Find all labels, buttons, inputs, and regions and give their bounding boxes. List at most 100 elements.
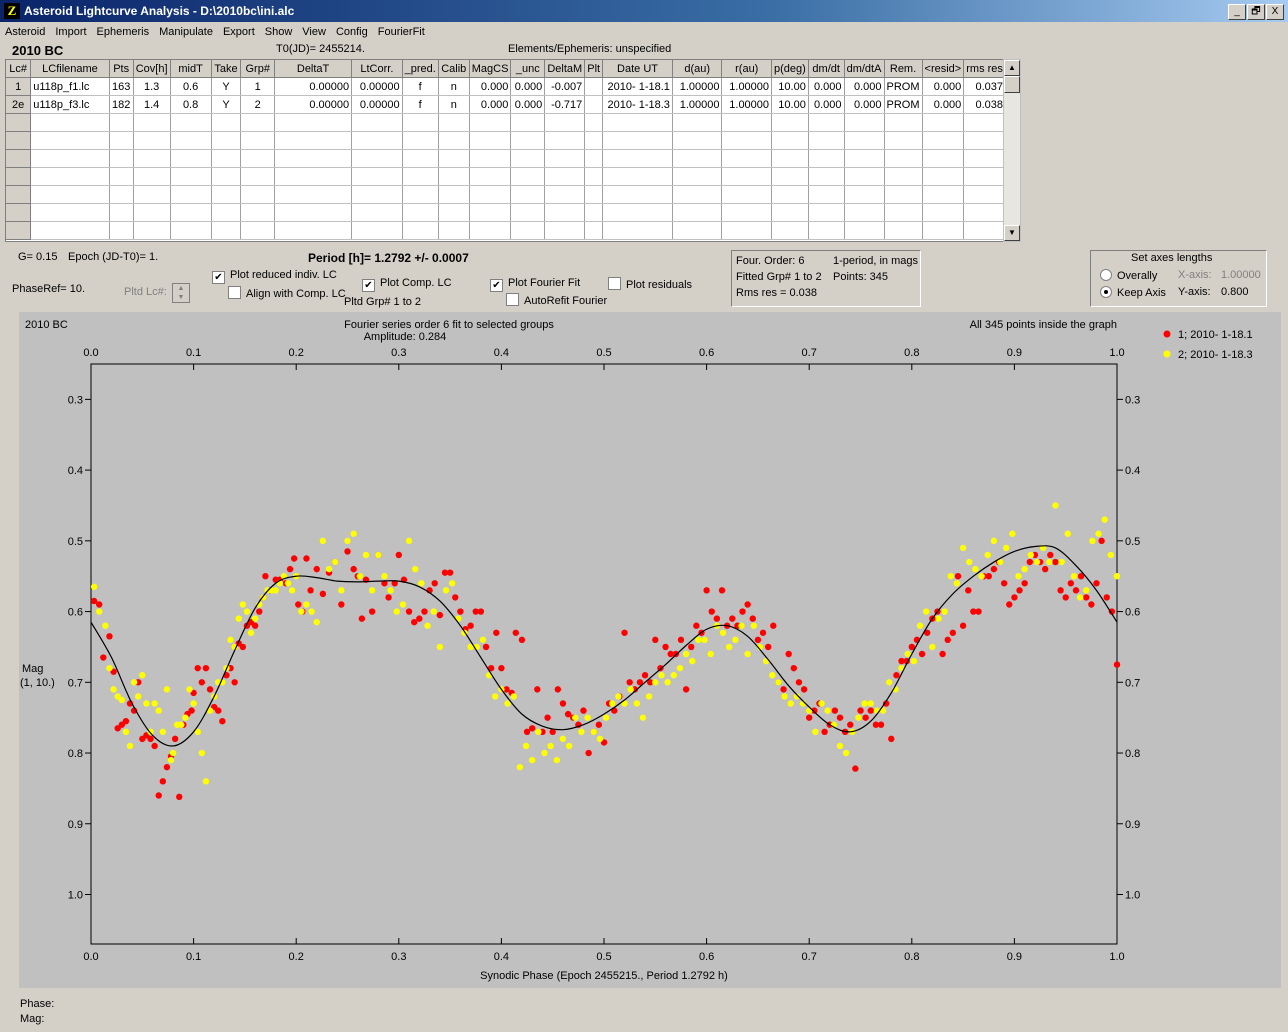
empty-table-row[interactable] <box>6 185 1006 204</box>
table-cell[interactable] <box>274 185 353 204</box>
table-cell[interactable] <box>544 221 586 240</box>
close-button[interactable]: X <box>1266 4 1284 20</box>
table-cell[interactable] <box>469 221 512 240</box>
table-cell[interactable]: 0.000 <box>510 77 546 96</box>
table-cell[interactable]: 0.000 <box>469 77 512 96</box>
table-cell[interactable] <box>544 203 586 222</box>
table-cell[interactable] <box>438 221 470 240</box>
table-cell[interactable] <box>844 149 885 168</box>
table-cell[interactable] <box>438 167 470 186</box>
table-cell[interactable]: f <box>402 95 439 114</box>
table-cell[interactable] <box>672 113 723 132</box>
table-cell[interactable] <box>544 113 586 132</box>
table-cell[interactable] <box>469 185 512 204</box>
minimize-button[interactable]: _ <box>1228 4 1246 20</box>
table-cell[interactable] <box>584 77 604 96</box>
table-cell[interactable] <box>771 167 809 186</box>
column-header[interactable]: r(au) <box>721 60 773 78</box>
column-header[interactable]: midT <box>170 60 212 78</box>
column-header[interactable]: d(au) <box>672 60 723 78</box>
table-cell[interactable] <box>672 149 723 168</box>
table-cell[interactable] <box>351 149 403 168</box>
table-cell[interactable]: 1.00000 <box>672 95 723 114</box>
table-cell[interactable]: 1.00000 <box>721 77 773 96</box>
table-cell[interactable] <box>884 221 923 240</box>
table-cell[interactable] <box>672 167 723 186</box>
table-cell[interactable] <box>672 221 723 240</box>
column-header[interactable]: dm/dt <box>808 60 845 78</box>
table-cell[interactable] <box>133 203 171 222</box>
table-cell[interactable]: 0.000 <box>922 77 965 96</box>
table-cell[interactable] <box>602 221 673 240</box>
table-cell[interactable] <box>721 113 773 132</box>
row-header[interactable] <box>6 203 32 222</box>
menu-manipulate[interactable]: Manipulate <box>159 26 213 38</box>
table-cell[interactable] <box>30 221 110 240</box>
table-cell[interactable] <box>211 149 242 168</box>
column-header[interactable]: LCfilename <box>30 60 110 78</box>
table-cell[interactable] <box>30 185 110 204</box>
table-cell[interactable] <box>30 113 110 132</box>
table-cell[interactable]: Y <box>211 95 242 114</box>
table-cell[interactable] <box>133 185 171 204</box>
table-cell[interactable] <box>963 167 1006 186</box>
table-cell[interactable] <box>584 149 604 168</box>
table-cell[interactable] <box>922 167 965 186</box>
table-cell[interactable] <box>844 221 885 240</box>
table-cell[interactable] <box>351 131 403 150</box>
table-cell[interactable] <box>544 185 586 204</box>
table-cell[interactable] <box>402 185 439 204</box>
table-cell[interactable] <box>963 185 1006 204</box>
table-cell[interactable] <box>274 131 353 150</box>
table-cell[interactable] <box>510 149 546 168</box>
table-cell[interactable] <box>240 167 276 186</box>
menu-ephemeris[interactable]: Ephemeris <box>96 26 150 38</box>
pltd-lc-spinner[interactable]: ▲ ▼ <box>172 283 190 303</box>
table-cell[interactable]: 0.000 <box>808 77 845 96</box>
table-cell[interactable]: 2010- 1-18.3 <box>602 95 673 114</box>
table-cell[interactable] <box>922 131 965 150</box>
table-cell[interactable] <box>771 113 809 132</box>
table-cell[interactable] <box>510 203 546 222</box>
table-cell[interactable] <box>211 185 242 204</box>
column-header[interactable]: DeltaT <box>274 60 353 78</box>
row-header[interactable] <box>6 149 32 168</box>
column-header[interactable]: DeltaM <box>544 60 586 78</box>
column-header[interactable]: Rem. <box>884 60 923 78</box>
table-row[interactable]: 1 u118p_f1.lc 163 1.3 0.6 Y 1 0.00000 0.00000 f n 0… <box>6 77 1006 96</box>
table-cell[interactable] <box>170 149 212 168</box>
table-cell[interactable] <box>109 131 134 150</box>
column-header[interactable]: MagCS <box>469 60 512 78</box>
table-cell[interactable]: 0.000 <box>808 95 845 114</box>
table-cell[interactable]: n <box>438 77 470 96</box>
table-cell[interactable] <box>963 113 1006 132</box>
table-cell[interactable] <box>170 185 212 204</box>
table-cell[interactable]: 0.037 <box>963 77 1006 96</box>
table-cell[interactable]: -0.717 <box>544 95 586 114</box>
table-cell[interactable] <box>602 113 673 132</box>
table-cell[interactable] <box>133 149 171 168</box>
table-cell[interactable] <box>844 113 885 132</box>
table-cell[interactable] <box>351 113 403 132</box>
table-cell[interactable] <box>402 203 439 222</box>
column-header[interactable]: Calib <box>438 60 470 78</box>
table-cell[interactable]: f <box>402 77 439 96</box>
empty-table-row[interactable] <box>6 167 1006 186</box>
table-cell[interactable] <box>402 221 439 240</box>
table-cell[interactable] <box>274 113 353 132</box>
column-header[interactable]: _unc <box>510 60 546 78</box>
table-cell[interactable] <box>510 167 546 186</box>
table-cell[interactable] <box>240 185 276 204</box>
table-cell[interactable] <box>510 131 546 150</box>
table-cell[interactable] <box>771 131 809 150</box>
table-cell[interactable]: 0.000 <box>844 95 885 114</box>
column-header[interactable]: Cov[h] <box>133 60 171 78</box>
row-header[interactable] <box>6 131 32 150</box>
table-cell[interactable] <box>884 203 923 222</box>
table-cell[interactable] <box>884 131 923 150</box>
table-cell[interactable] <box>109 149 134 168</box>
table-cell[interactable] <box>170 221 212 240</box>
table-cell[interactable] <box>510 221 546 240</box>
table-cell[interactable]: Y <box>211 77 242 96</box>
lightcurve-table[interactable]: Lc# LCfilename Pts Cov[h] midT Take Grp# DeltaT… <box>5 59 1007 242</box>
